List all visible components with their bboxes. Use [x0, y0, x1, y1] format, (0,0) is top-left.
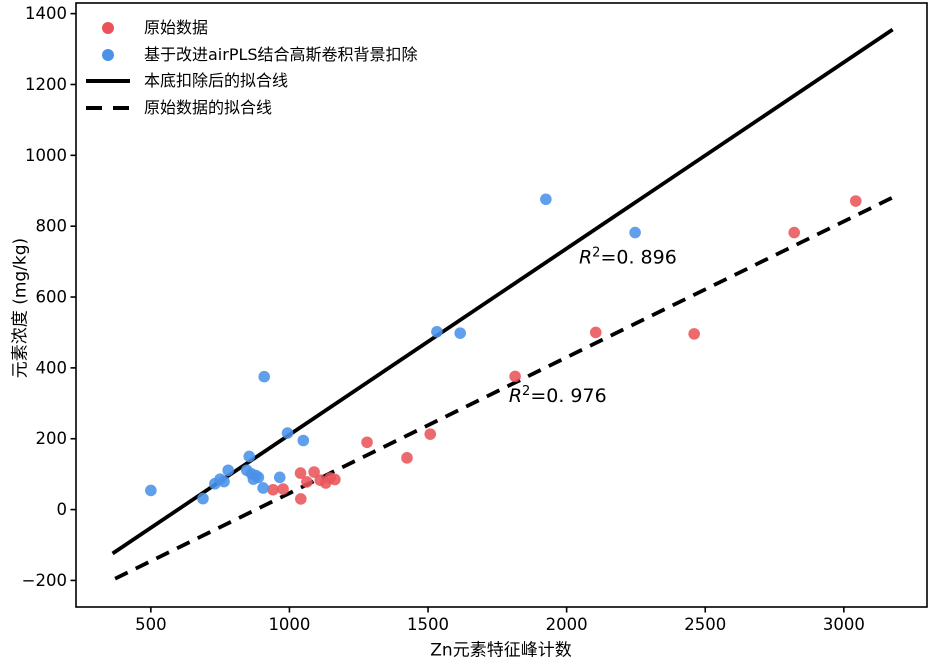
legend-item-label: 基于改进airPLS结合高斯卷积背景扣除	[144, 44, 418, 64]
annotations-group: R2=0. 896 R2=0. 976	[509, 245, 677, 407]
x-tick-label: 3000	[823, 615, 865, 634]
legend-item-label: 本底扣除后的拟合线	[144, 71, 289, 91]
x-tick-label: 2000	[546, 615, 588, 634]
y-tick-label: 0	[57, 500, 68, 519]
data-point-corrected	[629, 226, 641, 239]
x-tick-label: 500	[135, 615, 167, 634]
legend-item: 原始数据	[84, 15, 418, 42]
legend-solid-line-icon	[86, 79, 130, 84]
y-axis-ticks: −200 0 200 400 600 800 1000 1200 1400	[22, 4, 76, 590]
y-tick-label: 800	[36, 217, 68, 236]
y-tick-label: 600	[36, 288, 68, 307]
legend-item: 本底扣除后的拟合线	[84, 68, 418, 95]
data-point-corrected	[431, 325, 443, 338]
data-point-original	[509, 370, 521, 383]
scatter-points-group	[145, 193, 862, 505]
data-point-corrected	[281, 427, 294, 439]
data-point-corrected	[252, 471, 265, 484]
data-point-corrected	[145, 484, 157, 497]
legend-dot-marker-icon	[102, 22, 114, 35]
legend: 原始数据基于改进airPLS结合高斯卷积背景扣除 本底扣除后的拟合线 原始数据的拟合…	[84, 15, 418, 121]
y-tick-label: 400	[36, 358, 68, 377]
data-point-corrected	[273, 471, 286, 484]
fit-line-original	[114, 195, 894, 581]
data-point-original	[589, 326, 602, 339]
x-tick-label: 1000	[268, 615, 310, 634]
data-point-original	[301, 476, 313, 488]
data-point-original	[788, 226, 801, 239]
data-point-corrected	[454, 327, 466, 339]
data-point-original	[295, 493, 307, 505]
x-axis-label: Zn元素特征峰计数	[430, 640, 572, 661]
y-axis-label: 元素浓度 (mg/kg)	[10, 237, 31, 379]
legend-marker-slot	[84, 105, 132, 110]
legend-marker-slot	[84, 22, 132, 35]
legend-dot-marker-icon	[102, 48, 114, 61]
data-point-original	[688, 328, 700, 340]
fit-lines-group	[111, 27, 894, 581]
r-squared-annotation: R2=0. 976	[509, 384, 607, 407]
data-point-original	[401, 452, 413, 464]
data-point-corrected	[297, 434, 310, 447]
r-squared-annotation: R2=0. 896	[579, 245, 677, 268]
data-point-original	[267, 483, 279, 496]
x-axis-ticks: 500 1000 1500 2000 2500 3000	[135, 607, 865, 634]
data-point-original	[329, 473, 341, 486]
y-tick-label: 1000	[25, 146, 67, 165]
data-point-original	[424, 428, 437, 440]
y-tick-label: −200	[22, 571, 67, 590]
data-point-original	[361, 436, 373, 449]
data-point-corrected	[197, 492, 209, 505]
data-point-corrected	[243, 450, 256, 463]
data-point-original	[849, 195, 862, 207]
fit-line-corrected	[111, 27, 894, 556]
legend-dashed-line-icon	[86, 105, 130, 110]
x-tick-label: 2500	[684, 615, 726, 634]
plot-border-group	[75, 2, 928, 608]
legend-item: 原始数据的拟合线	[84, 95, 418, 122]
data-point-original	[308, 466, 320, 478]
y-tick-label: 1200	[25, 75, 67, 94]
legend-item-label: 原始数据	[144, 18, 209, 38]
data-point-corrected	[257, 482, 269, 494]
y-tick-label: 1400	[25, 4, 67, 23]
data-point-corrected	[540, 193, 552, 206]
data-point-corrected	[222, 464, 234, 477]
data-point-corrected	[218, 475, 230, 488]
data-point-original	[277, 483, 289, 495]
legend-item: 基于改进airPLS结合高斯卷积背景扣除	[84, 42, 418, 69]
legend-item-label: 原始数据的拟合线	[144, 97, 273, 117]
plot-border	[75, 2, 928, 608]
y-tick-label: 200	[36, 429, 68, 448]
legend-marker-slot	[84, 48, 132, 61]
data-point-corrected	[258, 370, 271, 383]
legend-marker-slot	[84, 79, 132, 84]
data-point-original	[294, 467, 307, 479]
x-tick-label: 1500	[407, 615, 449, 634]
